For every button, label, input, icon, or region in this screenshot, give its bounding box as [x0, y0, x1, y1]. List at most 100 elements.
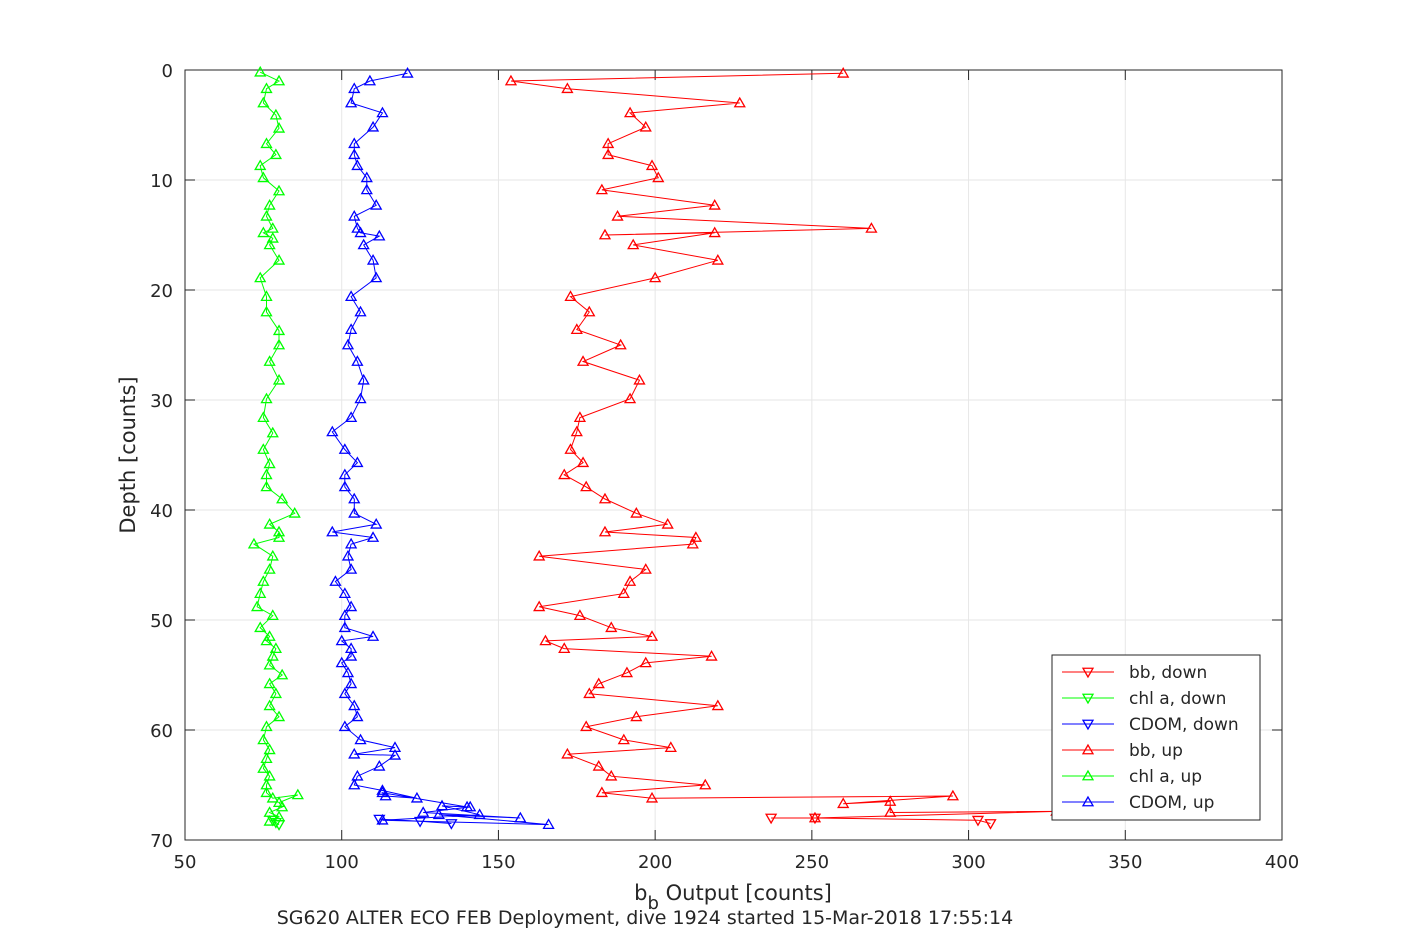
data-point: [250, 600, 264, 612]
data-point: [595, 786, 608, 798]
data-point: [260, 752, 273, 763]
data-point: [592, 677, 605, 689]
data-point: [533, 549, 546, 561]
data-point: [533, 600, 546, 612]
legend-marker: [1081, 667, 1095, 679]
legend-marker: [1081, 719, 1095, 731]
legend-label: bb, up: [1129, 741, 1183, 761]
data-point: [711, 253, 724, 265]
data-point: [445, 819, 458, 830]
data-point: [338, 468, 351, 480]
data-point: [344, 537, 358, 549]
data-point: [326, 425, 339, 437]
data-point: [473, 808, 486, 820]
x-tick-label: 150: [481, 852, 515, 873]
data-point: [645, 791, 659, 803]
data-point: [946, 789, 960, 801]
data-point: [272, 184, 286, 196]
series-0: [764, 813, 997, 830]
data-point: [620, 666, 634, 678]
series-line: [510, 72, 1057, 819]
data-point: [269, 687, 283, 699]
axes: 50 100 150 200 250 300 350 400 0 10 20 30 40 50 60 70: [150, 61, 1299, 873]
data-point: [373, 814, 386, 826]
data-point: [276, 800, 289, 812]
x-tick-label: 400: [1265, 852, 1299, 873]
data-point: [564, 443, 577, 454]
x-tick-label: 200: [638, 852, 672, 873]
data-point: [711, 699, 724, 711]
data-point: [542, 818, 555, 829]
data-point: [649, 271, 662, 283]
data-point: [263, 457, 276, 469]
data-point: [652, 171, 665, 183]
data-point: [627, 238, 640, 250]
x-axis-label: bb Output [counts]: [634, 881, 832, 914]
data-point: [272, 710, 286, 722]
data-point: [413, 816, 427, 828]
data-point: [348, 778, 361, 790]
data-point: [363, 74, 377, 86]
data-point: [338, 587, 351, 598]
series-line: [771, 817, 991, 824]
data-point: [558, 642, 571, 653]
data-point: [366, 630, 380, 641]
data-point: [570, 323, 583, 335]
data-point: [266, 609, 279, 620]
legend-label: chl a, down: [1129, 689, 1226, 709]
data-point: [595, 183, 608, 195]
data-point: [257, 733, 270, 745]
data-point: [263, 517, 276, 529]
data-point: [341, 666, 355, 678]
data-point: [605, 621, 618, 633]
data-point: [504, 74, 518, 86]
data-point: [260, 290, 273, 302]
data-point: [254, 621, 267, 633]
data-point: [376, 786, 389, 798]
x-axis-label-subscript: b: [648, 893, 659, 914]
data-point: [260, 468, 273, 480]
data-point: [257, 443, 270, 454]
data-point: [370, 271, 383, 283]
data-point: [598, 492, 612, 504]
x-tick-label: 300: [951, 852, 985, 873]
legend-label: CDOM, up: [1129, 793, 1214, 813]
data-point: [272, 525, 286, 537]
data-point: [617, 587, 630, 598]
data-point: [348, 148, 361, 160]
data-point: [884, 795, 897, 806]
x-axis-label-main: b: [634, 881, 647, 905]
data-point: [257, 411, 270, 423]
data-point: [514, 811, 527, 823]
data-point: [260, 634, 273, 646]
data-point: [335, 656, 348, 668]
data-point: [598, 525, 612, 537]
data-point: [564, 290, 577, 302]
data-point: [645, 159, 659, 171]
data-point: [254, 587, 267, 598]
data-point: [573, 609, 587, 620]
x-tick-label: 350: [1108, 852, 1142, 873]
data-point: [435, 799, 449, 811]
data-point: [623, 392, 637, 404]
data-point: [592, 759, 605, 771]
series-4: [247, 65, 304, 826]
data-point: [341, 338, 355, 350]
data-point: [351, 159, 364, 171]
data-point: [633, 373, 646, 385]
data-point: [272, 253, 286, 265]
legend: bb, down chl a, down CDOM, down bb, up chl a…: [1051, 654, 1261, 821]
data-point: [580, 480, 593, 492]
data-point: [263, 198, 276, 210]
data-point: [272, 531, 286, 542]
data-point: [764, 813, 778, 825]
data-point: [326, 525, 339, 537]
data-point: [266, 549, 279, 561]
data-point: [260, 720, 273, 732]
data-point: [576, 355, 590, 366]
data-point: [254, 271, 267, 283]
data-point: [630, 506, 643, 518]
data-point: [373, 759, 386, 771]
data-point: [260, 305, 273, 317]
